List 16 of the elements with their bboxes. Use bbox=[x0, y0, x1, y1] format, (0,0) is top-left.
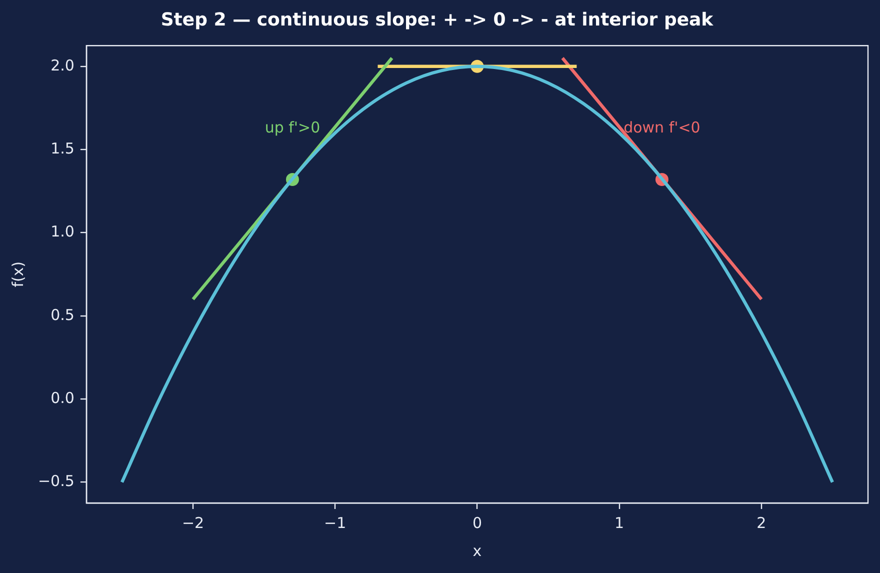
x-tick-label: 1 bbox=[614, 514, 624, 532]
y-tick-label: 0.5 bbox=[50, 306, 74, 324]
y-tick-label: 0.0 bbox=[50, 388, 74, 407]
y-tick-label: −0.5 bbox=[38, 472, 74, 490]
x-tick-label: −2 bbox=[182, 514, 204, 532]
x-tick-label: 0 bbox=[472, 514, 482, 532]
x-tick-label: 2 bbox=[756, 514, 766, 532]
annotation: down f'<0 bbox=[624, 118, 700, 136]
y-tick-label: 1.0 bbox=[50, 222, 74, 241]
y-tick-label: 1.5 bbox=[50, 139, 74, 158]
y-axis-title: f(x) bbox=[8, 261, 27, 288]
x-axis-title: x bbox=[472, 542, 482, 560]
x-tick-label: −1 bbox=[324, 514, 346, 532]
chart-title: Step 2 — continuous slope: + -> 0 -> - at interior peak bbox=[160, 9, 714, 30]
annotation: up f'>0 bbox=[264, 118, 320, 136]
y-tick-label: 2.0 bbox=[50, 56, 74, 74]
